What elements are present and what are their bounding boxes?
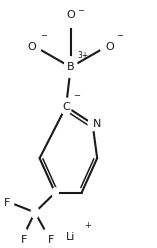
Text: C: C bbox=[62, 101, 70, 112]
Text: +: + bbox=[84, 221, 91, 230]
Text: F: F bbox=[4, 198, 10, 208]
Circle shape bbox=[65, 229, 76, 245]
Circle shape bbox=[52, 188, 58, 198]
Text: F: F bbox=[21, 235, 27, 245]
Text: 3+: 3+ bbox=[77, 51, 89, 60]
Text: O: O bbox=[66, 10, 75, 20]
Circle shape bbox=[32, 41, 41, 54]
Circle shape bbox=[88, 117, 97, 131]
Text: O: O bbox=[105, 42, 114, 53]
Text: N: N bbox=[92, 119, 101, 129]
Circle shape bbox=[20, 229, 28, 241]
Text: −: − bbox=[77, 6, 84, 15]
Circle shape bbox=[44, 229, 51, 241]
Text: −: − bbox=[116, 31, 123, 41]
Circle shape bbox=[31, 207, 39, 218]
Text: B: B bbox=[67, 62, 75, 72]
Circle shape bbox=[64, 57, 77, 77]
Text: O: O bbox=[28, 42, 36, 53]
Circle shape bbox=[61, 98, 71, 115]
Text: −: − bbox=[73, 91, 80, 100]
Text: −: − bbox=[40, 31, 47, 41]
Text: Li: Li bbox=[66, 232, 75, 242]
Circle shape bbox=[101, 41, 109, 54]
Circle shape bbox=[6, 197, 14, 209]
Text: F: F bbox=[47, 235, 54, 245]
Circle shape bbox=[66, 13, 75, 27]
